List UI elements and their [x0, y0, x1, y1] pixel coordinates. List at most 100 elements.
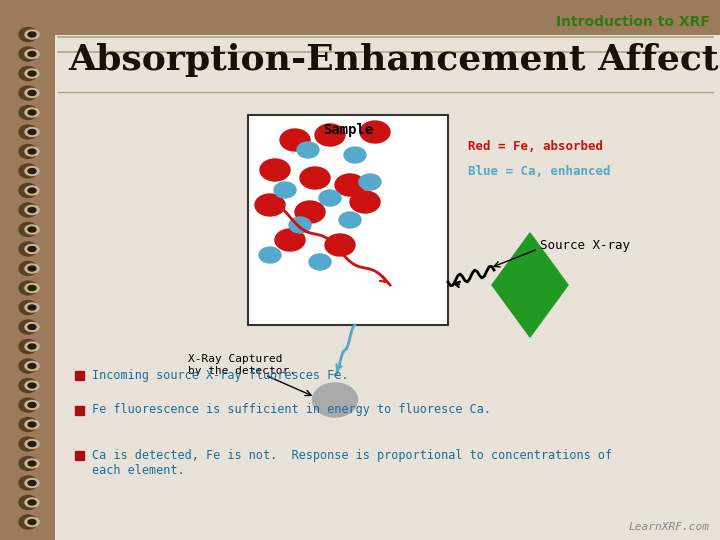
Ellipse shape [19, 281, 37, 295]
Ellipse shape [28, 207, 36, 213]
Ellipse shape [344, 147, 366, 163]
Text: X-Ray Captured
by the detector.: X-Ray Captured by the detector. [188, 354, 296, 376]
Ellipse shape [25, 69, 39, 78]
Ellipse shape [259, 247, 281, 263]
Ellipse shape [275, 229, 305, 251]
Ellipse shape [28, 325, 36, 329]
Ellipse shape [25, 420, 39, 429]
Ellipse shape [19, 359, 37, 373]
Ellipse shape [19, 456, 37, 470]
Text: Source X-ray: Source X-ray [540, 239, 630, 252]
Ellipse shape [295, 201, 325, 223]
Ellipse shape [350, 191, 380, 213]
Ellipse shape [28, 422, 36, 427]
Text: each element.: each element. [92, 464, 184, 477]
Ellipse shape [25, 30, 39, 39]
Ellipse shape [325, 234, 355, 256]
Ellipse shape [19, 203, 37, 217]
Ellipse shape [25, 206, 39, 214]
Ellipse shape [260, 159, 290, 181]
Ellipse shape [280, 129, 310, 151]
Ellipse shape [19, 417, 37, 431]
Ellipse shape [274, 182, 296, 198]
Ellipse shape [19, 320, 37, 334]
Ellipse shape [19, 145, 37, 159]
Ellipse shape [25, 440, 39, 449]
Bar [75, 451, 84, 460]
Ellipse shape [28, 246, 36, 252]
Ellipse shape [289, 217, 311, 233]
Bar [75, 371, 84, 380]
Ellipse shape [19, 242, 37, 256]
Ellipse shape [25, 342, 39, 351]
Ellipse shape [312, 383, 358, 417]
Ellipse shape [19, 164, 37, 178]
Ellipse shape [28, 188, 36, 193]
Ellipse shape [19, 47, 37, 61]
Ellipse shape [28, 500, 36, 505]
Ellipse shape [25, 284, 39, 293]
Ellipse shape [359, 174, 381, 190]
Ellipse shape [25, 303, 39, 312]
Ellipse shape [25, 361, 39, 370]
Ellipse shape [19, 340, 37, 354]
Ellipse shape [28, 481, 36, 485]
Ellipse shape [19, 125, 37, 139]
Ellipse shape [28, 383, 36, 388]
Ellipse shape [28, 149, 36, 154]
Ellipse shape [25, 225, 39, 234]
Ellipse shape [28, 286, 36, 291]
Ellipse shape [25, 166, 39, 176]
Text: Fe fluorescence is sufficient in energy to fluoresce Ca.: Fe fluorescence is sufficient in energy … [92, 403, 491, 416]
Ellipse shape [25, 498, 39, 507]
Ellipse shape [255, 194, 285, 216]
Ellipse shape [25, 147, 39, 156]
Text: Ca is detected, Fe is not.  Response is proportional to concentrations of: Ca is detected, Fe is not. Response is p… [92, 449, 612, 462]
Ellipse shape [28, 130, 36, 134]
Ellipse shape [25, 401, 39, 409]
Bar [75, 406, 84, 415]
Ellipse shape [19, 496, 37, 510]
Ellipse shape [19, 66, 37, 80]
Ellipse shape [28, 227, 36, 232]
Ellipse shape [19, 28, 37, 42]
Ellipse shape [19, 300, 37, 314]
Ellipse shape [339, 212, 361, 228]
Ellipse shape [25, 381, 39, 390]
Ellipse shape [25, 127, 39, 137]
Ellipse shape [28, 519, 36, 524]
Ellipse shape [19, 476, 37, 490]
Ellipse shape [300, 167, 330, 189]
Text: LearnXRF.com: LearnXRF.com [629, 522, 710, 532]
Ellipse shape [25, 264, 39, 273]
Text: Blue = Ca, enhanced: Blue = Ca, enhanced [468, 165, 611, 178]
Ellipse shape [360, 121, 390, 143]
Ellipse shape [25, 50, 39, 58]
Ellipse shape [19, 515, 37, 529]
Ellipse shape [319, 190, 341, 206]
Text: Introduction to XRF: Introduction to XRF [556, 15, 710, 29]
Ellipse shape [19, 398, 37, 412]
Ellipse shape [25, 322, 39, 332]
Ellipse shape [28, 344, 36, 349]
Ellipse shape [25, 245, 39, 253]
Text: Sample: Sample [323, 123, 373, 137]
Ellipse shape [19, 437, 37, 451]
Ellipse shape [19, 222, 37, 237]
Ellipse shape [28, 110, 36, 115]
Ellipse shape [28, 32, 36, 37]
Ellipse shape [297, 142, 319, 158]
Ellipse shape [25, 459, 39, 468]
Ellipse shape [25, 108, 39, 117]
Ellipse shape [28, 461, 36, 466]
Ellipse shape [25, 517, 39, 526]
Ellipse shape [28, 363, 36, 368]
Ellipse shape [309, 254, 331, 270]
Ellipse shape [28, 71, 36, 76]
Ellipse shape [28, 51, 36, 57]
Ellipse shape [28, 442, 36, 447]
Text: Incoming source X-ray fluoresces Fe.: Incoming source X-ray fluoresces Fe. [92, 368, 348, 381]
Ellipse shape [25, 186, 39, 195]
Ellipse shape [19, 86, 37, 100]
Ellipse shape [28, 305, 36, 310]
